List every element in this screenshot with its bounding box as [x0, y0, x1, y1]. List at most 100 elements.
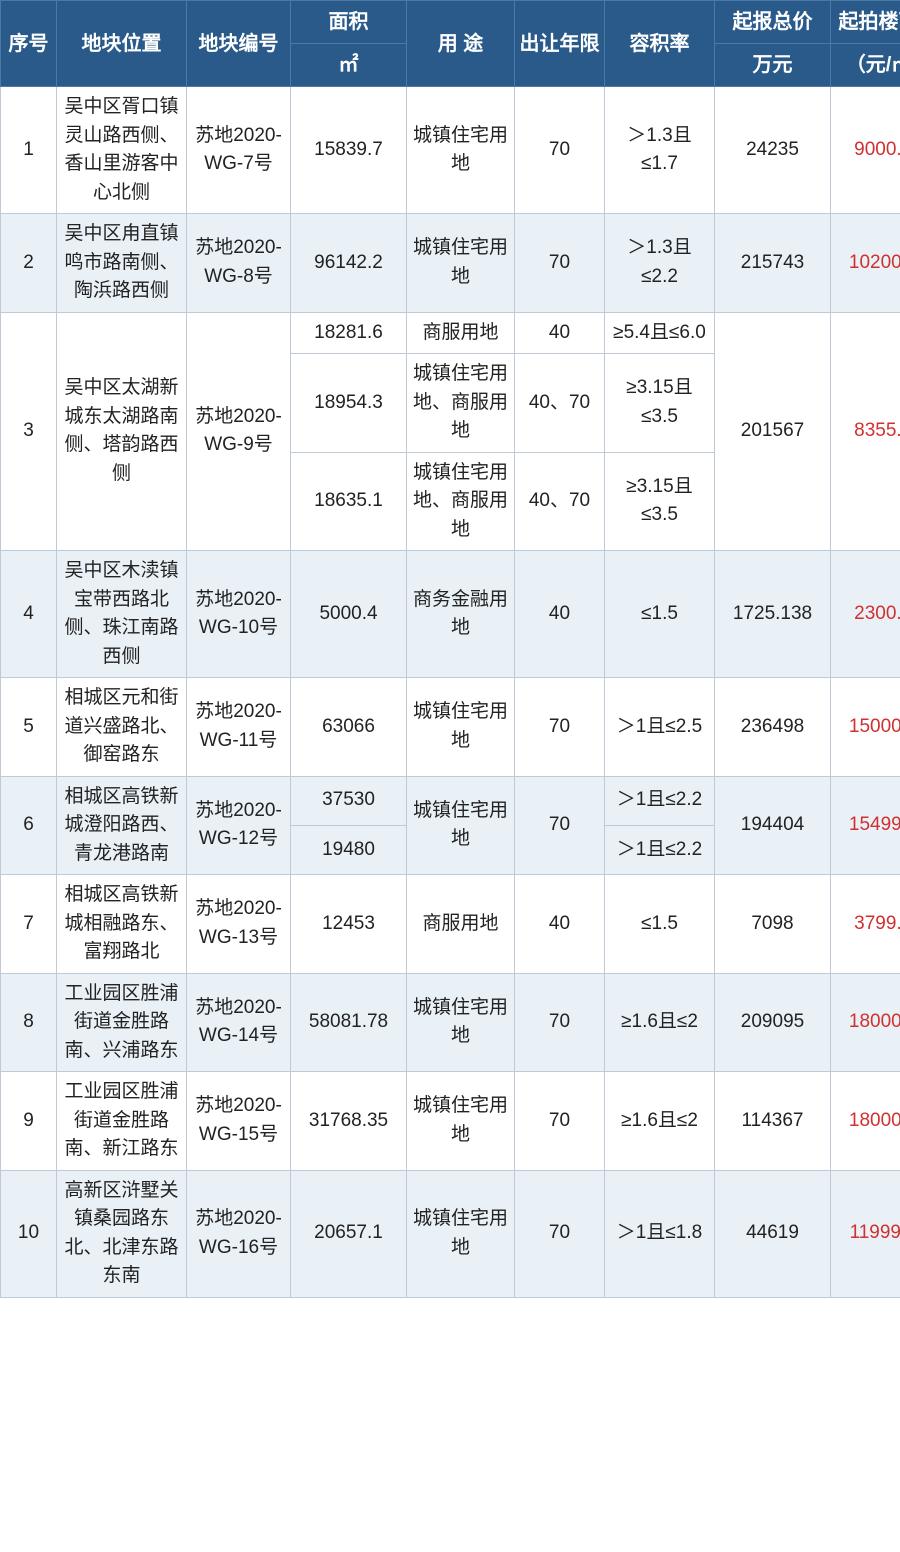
- header-location: 地块位置: [57, 1, 187, 87]
- cell-far: ＞1且≤2.2: [605, 825, 715, 874]
- cell-unit-price: 10200.00: [831, 214, 900, 313]
- cell-area: 37530: [291, 776, 407, 825]
- cell-use: 城镇住宅用地: [407, 776, 515, 875]
- cell-years: 40: [515, 312, 605, 354]
- cell-total: 194404: [715, 776, 831, 875]
- cell-location: 相城区元和街道兴盛路北、御窑路东: [57, 678, 187, 777]
- table-row: 1吴中区胥口镇灵山路西侧、香山里游客中心北侧苏地2020-WG-7号15839.…: [1, 87, 900, 214]
- cell-unit-price: 15499.99: [831, 776, 900, 875]
- cell-far: ≥3.15且≤3.5: [605, 354, 715, 453]
- header-unit: 起拍楼面价: [831, 1, 900, 44]
- table-row: 9工业园区胜浦街道金胜路南、新江路东苏地2020-WG-15号31768.35城…: [1, 1072, 900, 1171]
- cell-use: 商务金融用地: [407, 551, 515, 678]
- header-unit-unit: （元/㎡）: [831, 44, 900, 87]
- cell-unit-price: 18000.15: [831, 1072, 900, 1171]
- cell-area: 18954.3: [291, 354, 407, 453]
- cell-total: 209095: [715, 973, 831, 1072]
- cell-location: 高新区浒墅关镇桑园路东北、北津东路东南: [57, 1170, 187, 1297]
- cell-use: 城镇住宅用地: [407, 678, 515, 777]
- cell-area: 20657.1: [291, 1170, 407, 1297]
- cell-years: 70: [515, 214, 605, 313]
- cell-area: 5000.4: [291, 551, 407, 678]
- cell-index: 1: [1, 87, 57, 214]
- cell-years: 40: [515, 551, 605, 678]
- cell-index: 2: [1, 214, 57, 313]
- header-total: 起报总价: [715, 1, 831, 44]
- cell-code: 苏地2020-WG-15号: [187, 1072, 291, 1171]
- table-row: 3吴中区太湖新城东太湖路南侧、塔韵路西侧苏地2020-WG-9号18281.6商…: [1, 312, 900, 354]
- cell-area: 31768.35: [291, 1072, 407, 1171]
- table-row: 2吴中区甪直镇鸣市路南侧、陶浜路西侧苏地2020-WG-8号96142.2城镇住…: [1, 214, 900, 313]
- cell-area: 15839.7: [291, 87, 407, 214]
- cell-code: 苏地2020-WG-14号: [187, 973, 291, 1072]
- cell-total: 201567: [715, 312, 831, 551]
- cell-far: ＞1且≤2.2: [605, 776, 715, 825]
- header-total-unit: 万元: [715, 44, 831, 87]
- table-header: 序号 地块位置 地块编号 面积 用 途 出让年限 容积率 起报总价 起拍楼面价 …: [1, 1, 900, 87]
- cell-index: 6: [1, 776, 57, 875]
- cell-code: 苏地2020-WG-16号: [187, 1170, 291, 1297]
- cell-location: 吴中区胥口镇灵山路西侧、香山里游客中心北侧: [57, 87, 187, 214]
- header-far: 容积率: [605, 1, 715, 87]
- header-area-unit: ㎡: [291, 44, 407, 87]
- cell-years: 40: [515, 875, 605, 974]
- cell-unit-price: 8355.02: [831, 312, 900, 551]
- cell-far: ≥3.15且≤3.5: [605, 452, 715, 551]
- cell-years: 70: [515, 1170, 605, 1297]
- cell-use: 城镇住宅用地: [407, 214, 515, 313]
- cell-code: 苏地2020-WG-13号: [187, 875, 291, 974]
- cell-years: 70: [515, 973, 605, 1072]
- cell-area: 18635.1: [291, 452, 407, 551]
- cell-far: ＞1.3且≤2.2: [605, 214, 715, 313]
- header-years: 出让年限: [515, 1, 605, 87]
- cell-years: 40、70: [515, 354, 605, 453]
- cell-location: 吴中区甪直镇鸣市路南侧、陶浜路西侧: [57, 214, 187, 313]
- cell-years: 70: [515, 1072, 605, 1171]
- cell-area: 12453: [291, 875, 407, 974]
- cell-code: 苏地2020-WG-7号: [187, 87, 291, 214]
- cell-index: 10: [1, 1170, 57, 1297]
- table-body: 1吴中区胥口镇灵山路西侧、香山里游客中心北侧苏地2020-WG-7号15839.…: [1, 87, 900, 1298]
- cell-code: 苏地2020-WG-9号: [187, 312, 291, 551]
- table-row: 7相城区高铁新城相融路东、富翔路北苏地2020-WG-13号12453商服用地4…: [1, 875, 900, 974]
- cell-total: 44619: [715, 1170, 831, 1297]
- cell-unit-price: 3799.89: [831, 875, 900, 974]
- cell-index: 4: [1, 551, 57, 678]
- header-use: 用 途: [407, 1, 515, 87]
- cell-use: 城镇住宅用地: [407, 1170, 515, 1297]
- header-index: 序号: [1, 1, 57, 87]
- cell-use: 城镇住宅用地: [407, 1072, 515, 1171]
- cell-use: 商服用地: [407, 875, 515, 974]
- cell-area: 58081.78: [291, 973, 407, 1072]
- cell-location: 相城区高铁新城澄阳路西、青龙港路南: [57, 776, 187, 875]
- cell-area: 18281.6: [291, 312, 407, 354]
- cell-years: 40、70: [515, 452, 605, 551]
- cell-total: 1725.138: [715, 551, 831, 678]
- header-area: 面积: [291, 1, 407, 44]
- cell-unit-price: 9000.10: [831, 87, 900, 214]
- cell-far: ≤1.5: [605, 875, 715, 974]
- table-row: 8工业园区胜浦街道金胜路南、兴浦路东苏地2020-WG-14号58081.78城…: [1, 973, 900, 1072]
- cell-area: 19480: [291, 825, 407, 874]
- table-row: 10高新区浒墅关镇桑园路东北、北津东路东南苏地2020-WG-16号20657.…: [1, 1170, 900, 1297]
- cell-unit-price: 15000.03: [831, 678, 900, 777]
- table-row: 6相城区高铁新城澄阳路西、青龙港路南苏地2020-WG-12号37530城镇住宅…: [1, 776, 900, 825]
- cell-years: 70: [515, 776, 605, 875]
- cell-total: 215743: [715, 214, 831, 313]
- cell-far: ＞1.3且≤1.7: [605, 87, 715, 214]
- cell-code: 苏地2020-WG-8号: [187, 214, 291, 313]
- cell-far: ＞1且≤1.8: [605, 1170, 715, 1297]
- cell-far: ≥1.6且≤2: [605, 973, 715, 1072]
- cell-far: ≥5.4且≤6.0: [605, 312, 715, 354]
- cell-use: 城镇住宅用地: [407, 973, 515, 1072]
- cell-total: 236498: [715, 678, 831, 777]
- cell-years: 70: [515, 87, 605, 214]
- cell-unit-price: 2300.00: [831, 551, 900, 678]
- cell-unit-price: 18000.05: [831, 973, 900, 1072]
- cell-index: 5: [1, 678, 57, 777]
- cell-far: ≤1.5: [605, 551, 715, 678]
- cell-location: 工业园区胜浦街道金胜路南、新江路东: [57, 1072, 187, 1171]
- cell-index: 3: [1, 312, 57, 551]
- cell-total: 114367: [715, 1072, 831, 1171]
- cell-unit-price: 11999.91: [831, 1170, 900, 1297]
